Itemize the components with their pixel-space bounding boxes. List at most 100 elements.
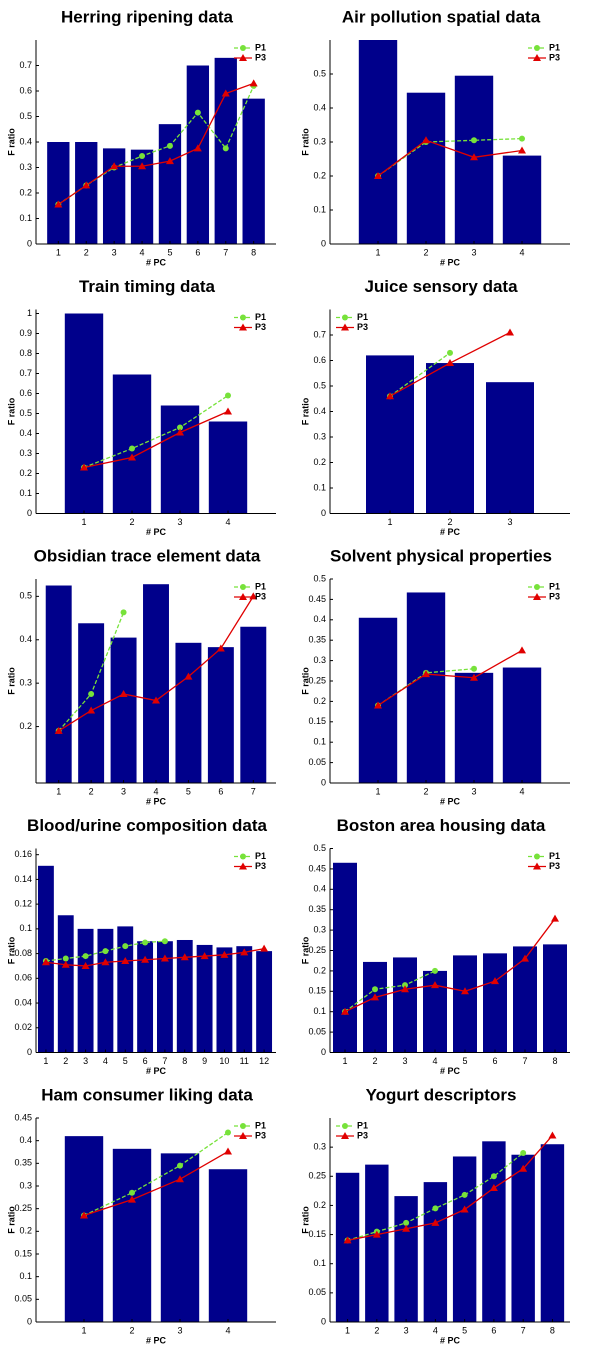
y-tick-label: 0.1 [313,482,326,492]
chart-title: Obsidian trace element data [34,546,261,565]
bar [117,926,134,1053]
x-tick-label: 12 [259,1056,269,1066]
bar [208,421,248,514]
bar [543,944,567,1053]
x-tick-label: 11 [240,1056,249,1066]
x-axis-label: # PC [440,257,461,267]
bar [452,1156,477,1322]
line [83,1131,229,1217]
y-tick-label: 0.05 [308,1287,326,1297]
marker [176,1175,184,1183]
bar [483,953,507,1053]
marker [177,424,183,431]
x-tick-label: 2 [423,247,428,257]
bar [358,617,398,783]
marker [102,948,109,955]
marker [431,1218,440,1226]
marker [422,136,430,144]
marker [518,146,526,154]
marker [401,985,409,993]
bar [97,928,114,1053]
line [83,1150,229,1217]
x-tick-label: 7 [162,1056,167,1066]
bar [240,626,267,783]
bar [454,672,494,783]
bar [358,40,398,244]
x-tick-label: 3 [404,1325,409,1335]
bar [511,1154,535,1322]
chart-title: Train timing data [79,277,216,296]
marker [142,939,149,946]
marker [88,691,95,698]
marker [138,162,147,170]
line [344,970,436,1013]
y-tick-label: 0.2 [313,1200,326,1210]
y-tick-label: 0.2 [19,187,32,197]
marker [141,955,150,963]
y-tick-label: 0.8 [19,348,32,358]
marker [221,89,230,97]
bar [102,148,126,244]
marker [160,954,169,962]
x-axis-label: # PC [146,1335,167,1345]
x-tick-label: 3 [177,517,182,527]
legend-marker [534,45,540,51]
legend-marker [533,593,541,600]
y-tick-label: 0.3 [313,431,326,441]
legend-marker [240,45,246,51]
legend-marker [534,853,540,860]
bar [78,623,105,783]
y-tick-label: 0.45 [308,594,326,604]
x-tick-label: 1 [43,1056,48,1066]
bar [242,98,265,245]
y-tick-label: 0.25 [308,675,326,685]
marker [80,463,88,471]
x-tick-label: 2 [129,1325,134,1335]
marker [460,1205,469,1213]
y-axis-label: F ratio [300,1206,310,1234]
legend-label: P3 [357,1130,368,1140]
y-axis-label: F ratio [6,1206,16,1234]
marker [341,1007,349,1015]
legend-marker [239,862,247,870]
x-tick-label: 4 [225,517,230,527]
y-tick-label: 0.08 [14,948,32,958]
x-tick-label: 6 [143,1056,148,1066]
y-tick-label: 0.3 [313,655,326,665]
chart-title: Blood/urine composition data [27,816,267,835]
y-tick-label: 0 [321,1316,326,1326]
bar [186,65,210,244]
line [389,352,451,397]
marker [519,135,525,142]
x-tick-label: 6 [491,1325,496,1335]
bar [216,947,233,1053]
y-tick-label: 0.4 [19,428,32,438]
marker [470,673,478,681]
marker [518,646,526,654]
marker [240,948,249,956]
x-tick-label: 3 [177,1325,182,1335]
marker [446,359,454,367]
marker [249,79,258,87]
marker [177,1162,183,1169]
bar [366,355,414,514]
y-axis-label: F ratio [300,128,310,156]
y-tick-label: 0.1 [313,737,326,747]
y-tick-label: 0.1 [313,1006,326,1016]
y-tick-label: 0.2 [19,468,32,478]
y-tick-label: 0.1 [19,923,32,933]
bar [393,957,417,1053]
marker [165,157,174,165]
y-tick-label: 0.9 [19,328,32,338]
marker [180,953,189,961]
marker [225,1129,231,1136]
marker [520,1149,527,1156]
bar [143,584,169,783]
y-tick-label: 0.25 [308,945,326,955]
legend-marker [240,584,246,590]
x-tick-label: 5 [186,786,191,796]
marker [548,1131,557,1139]
y-tick-label: 0.5 [19,408,32,418]
y-tick-label: 0.25 [14,1203,32,1213]
marker [371,993,379,1001]
